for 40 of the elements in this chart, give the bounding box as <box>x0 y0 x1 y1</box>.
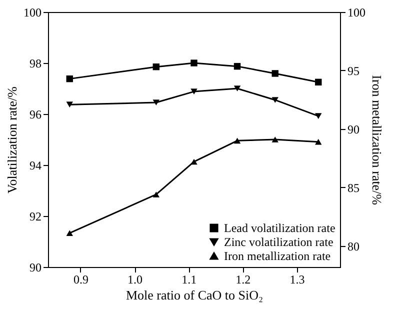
y-tick-label: 92 <box>30 210 42 224</box>
y2-tick-label: 85 <box>348 180 360 195</box>
point <box>190 158 198 165</box>
y-tick-label: 96 <box>30 108 42 122</box>
point <box>152 63 160 70</box>
x-tick-label: 1.1 <box>182 272 197 286</box>
y2-tick-label: 100 <box>348 6 366 20</box>
point <box>315 113 322 119</box>
x-tick-label: 1.3 <box>290 272 305 286</box>
point <box>66 102 73 108</box>
point <box>152 192 160 198</box>
point <box>234 86 241 92</box>
x-tick-label: 1.2 <box>236 272 251 286</box>
legend-label: Lead volatilization rate <box>224 221 336 235</box>
point <box>272 97 278 103</box>
point <box>190 60 198 66</box>
legend-label: Iron metallization rate <box>224 249 331 263</box>
y-tick-label: 98 <box>30 56 42 70</box>
y2-tick-label: 80 <box>348 239 360 254</box>
y-tick-label: 100 <box>24 6 42 20</box>
point <box>272 70 278 77</box>
point <box>315 138 322 145</box>
y2-tick-label: 90 <box>348 122 360 136</box>
y2-axis-title: Iron metallization rate/% <box>370 75 384 206</box>
y2-tick-label: 95 <box>348 64 360 78</box>
y-tick-label: 94 <box>30 158 42 172</box>
y-tick-label: 90 <box>30 260 42 274</box>
point <box>272 136 278 142</box>
point <box>190 88 198 94</box>
point <box>234 62 241 70</box>
point <box>66 230 73 236</box>
point <box>315 78 322 86</box>
point <box>66 75 73 82</box>
y-axis-title: Volatilization rate/% <box>4 86 20 194</box>
point <box>152 100 160 106</box>
x-tick-label: 1.0 <box>128 272 143 286</box>
legend-label: Zinc volatilization rate <box>224 235 334 249</box>
x-axis-title: Mole ratio of CaO to SiO₂ <box>126 288 264 302</box>
point <box>234 138 241 144</box>
x-tick-label: 0.9 <box>73 272 88 286</box>
